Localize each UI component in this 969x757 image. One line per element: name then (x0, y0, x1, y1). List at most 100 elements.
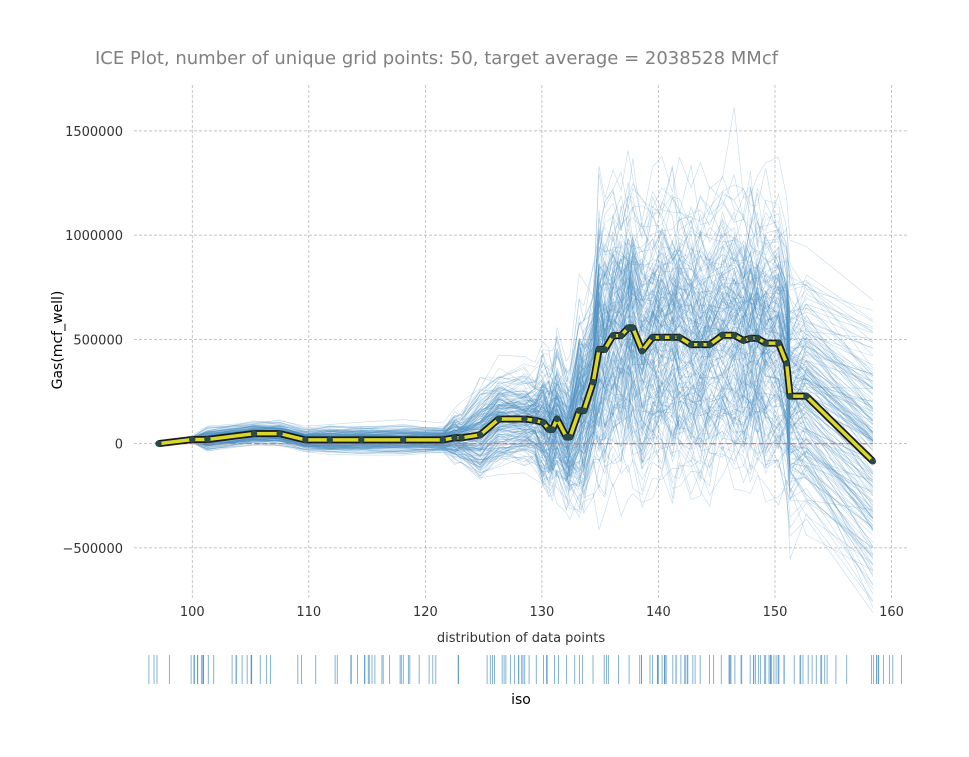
y-tick-label: 1500000 (65, 125, 123, 140)
data-distribution-rug (148, 655, 902, 684)
pdp-point (595, 346, 603, 353)
ice-line (158, 217, 874, 444)
pdp-point (155, 440, 162, 447)
ice-line (158, 245, 874, 444)
pdp-point (451, 434, 458, 441)
ice-line (158, 300, 874, 444)
ice-line (158, 381, 874, 572)
pdp-curve (155, 324, 877, 465)
ice-line (158, 258, 874, 444)
ice-line (158, 358, 874, 482)
distribution-label: distribution of data points (437, 631, 605, 646)
ice-line (158, 245, 874, 444)
ice-line (158, 260, 874, 444)
x-tick-label: 160 (879, 605, 904, 620)
ice-line (158, 242, 874, 444)
ice-line (158, 244, 874, 444)
ice-line (158, 385, 874, 556)
ice-line (158, 230, 874, 444)
pdp-point (204, 436, 211, 443)
y-tick-label: 1000000 (65, 229, 123, 244)
x-tick-label: 140 (646, 605, 671, 620)
ice-line (158, 442, 874, 603)
ice-line (158, 380, 873, 511)
y-axis-label: Gas(mcf_well) (50, 291, 66, 390)
ice-line (158, 226, 874, 444)
ice-line (158, 232, 874, 444)
ice-line (158, 187, 874, 444)
ice-line (158, 237, 873, 444)
ice-line (158, 383, 874, 565)
ice-line (158, 365, 874, 555)
ice-line (158, 226, 874, 444)
ice-line (158, 401, 874, 556)
ice-line (158, 360, 874, 547)
pdp-point (730, 332, 738, 339)
ice-line (158, 361, 874, 519)
pdp-point (719, 332, 726, 339)
ice-line (158, 425, 874, 585)
pdp-point (439, 436, 447, 444)
pdp-point (740, 337, 747, 344)
ice-line (158, 228, 873, 444)
pdp-point (276, 430, 283, 437)
pdp-point (658, 334, 666, 341)
ice-line (158, 325, 874, 475)
pdp-point (687, 341, 695, 348)
x-axis-label: iso (511, 692, 531, 708)
ice-line (158, 359, 874, 492)
ice-line (158, 356, 874, 530)
ice-line (158, 242, 874, 444)
ice-line (158, 343, 874, 501)
x-tick-label: 120 (413, 605, 438, 620)
ice-line (158, 211, 874, 444)
ice-line (158, 379, 874, 519)
ice-line (158, 232, 874, 444)
pdp-point (495, 415, 502, 423)
ice-line (158, 383, 874, 559)
pdp-point (609, 332, 617, 339)
x-tick-label: 110 (296, 605, 321, 620)
ice-line (158, 158, 874, 444)
ice-line (158, 267, 874, 444)
pdp-point (589, 378, 597, 386)
ice-line (158, 383, 874, 547)
y-tick-labels: −500000 0 500000 1000000 1500000 (62, 125, 123, 557)
pdp-point (539, 419, 547, 426)
pdp-point (803, 392, 810, 400)
ice-line (158, 397, 874, 549)
ice-line (158, 237, 874, 444)
pdp-point (649, 334, 656, 341)
pdp-point (869, 458, 877, 465)
y-tick-label: 500000 (73, 333, 123, 348)
pdp-point (624, 324, 632, 332)
ice-line (158, 188, 874, 444)
ice-line (158, 232, 874, 444)
ice-line (158, 366, 874, 548)
pdp-point (697, 341, 704, 348)
pdp-point (601, 346, 609, 353)
ice-line (158, 213, 874, 444)
ice-line (158, 401, 874, 549)
x-tick-labels: 100 110 120 130 140 150 160 (180, 605, 904, 620)
ice-line (158, 107, 874, 444)
y-tick-label: −500000 (62, 542, 123, 557)
ice-line (158, 254, 874, 444)
ice-line (158, 205, 874, 444)
pdp-point (521, 415, 528, 423)
pdp-point (189, 436, 196, 443)
pdp-point (762, 339, 769, 347)
ice-line (158, 342, 874, 543)
pdp-point (326, 436, 333, 444)
ice-line (158, 276, 874, 444)
ice-line (158, 253, 873, 444)
ice-line (158, 426, 874, 602)
ice-line (158, 262, 874, 444)
ice-line (158, 384, 874, 509)
y-tick-label: 0 (115, 438, 123, 453)
grid-lines (134, 85, 909, 600)
pdp-point (676, 334, 683, 341)
ice-line (158, 363, 874, 519)
ice-line (158, 378, 874, 559)
